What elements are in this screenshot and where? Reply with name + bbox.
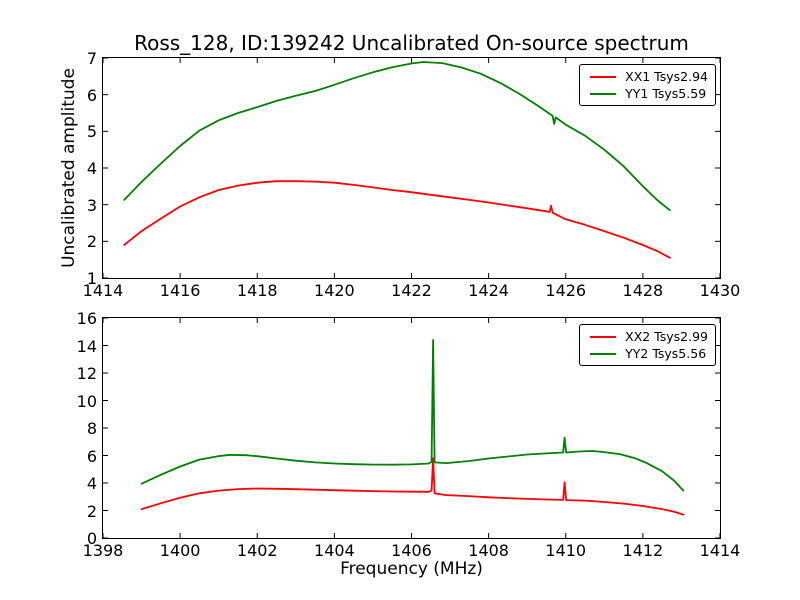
y-tick-label: 5 — [86, 122, 97, 142]
x-tick-label: 1404 — [314, 541, 355, 560]
y-tick-label: 7 — [86, 49, 97, 68]
x-tick-label: 1424 — [468, 281, 509, 300]
y-tick-label: 8 — [86, 419, 97, 438]
x-tick-label: 1408 — [468, 541, 509, 560]
x-tick-label: 1410 — [545, 541, 587, 560]
legend-line-sample — [590, 352, 617, 355]
legend-box: XX1 Tsys2.94 YY1 Tsys5.59 — [579, 64, 716, 106]
legend-line-sample — [590, 75, 617, 78]
x-tick-label: 1416 — [159, 281, 201, 300]
x-tick-label: 1406 — [391, 541, 432, 560]
y-tick-label: 6 — [86, 85, 97, 105]
x-tick-label: 1414 — [699, 541, 741, 560]
y-tick-label: 16 — [76, 309, 97, 328]
x-tick-label: 1414 — [82, 281, 124, 300]
legend-line-sample — [590, 335, 617, 338]
y-tick-label: 1 — [86, 269, 97, 288]
legend-entry-label: XX1 Tsys2.94 — [625, 69, 708, 84]
y-tick-label: 4 — [86, 474, 97, 493]
plot-canvas — [103, 318, 720, 538]
series-line-XX1 — [123, 180, 671, 259]
y-tick-label: 6 — [86, 446, 97, 466]
legend-line-sample — [590, 92, 617, 95]
legend-entry: YY2 Tsys5.56 — [582, 345, 708, 362]
x-tick-label: 1428 — [622, 281, 664, 300]
x-tick-label: 1426 — [545, 281, 587, 300]
series-line-XX2 — [140, 457, 685, 516]
y-tick-label: 4 — [86, 159, 97, 178]
x-tick-label: 1402 — [236, 541, 278, 560]
x-tick-label: 1422 — [391, 281, 432, 300]
x-tick-label: 1400 — [159, 541, 201, 560]
y-tick-label: 14 — [76, 336, 97, 356]
y-tick-label: 0 — [86, 529, 97, 548]
x-tick-label: 1430 — [699, 281, 741, 300]
x-tick-label: 1412 — [622, 541, 664, 560]
y-tick-label: 10 — [76, 391, 97, 411]
y-tick-label: 2 — [86, 232, 97, 252]
series-line-YY2 — [140, 339, 685, 492]
y-tick-label: 2 — [86, 501, 97, 521]
top-subplot-axes: XX1 Tsys2.94 YY1 Tsys5.59 — [102, 57, 721, 279]
x-tick-label: 1418 — [236, 281, 278, 300]
bottom-subplot-axes: XX2 Tsys2.99 YY2 Tsys5.56 — [102, 317, 721, 539]
chart-title: Ross_128, ID:139242 Uncalibrated On-sour… — [134, 31, 689, 55]
plot-canvas — [103, 58, 720, 278]
legend-entry-label: YY1 Tsys5.59 — [625, 86, 707, 101]
x-tick-label: 1420 — [314, 281, 355, 300]
x-axis-label: Frequency (MHz) — [340, 559, 483, 579]
legend-entry-label: YY2 Tsys5.56 — [625, 346, 707, 361]
legend-box: XX2 Tsys2.99 YY2 Tsys5.56 — [579, 324, 716, 366]
x-tick-label: 1398 — [82, 541, 124, 560]
legend-entry-label: XX2 Tsys2.99 — [625, 329, 708, 344]
legend-entry: XX1 Tsys2.94 — [582, 68, 708, 85]
legend-entry: YY1 Tsys5.59 — [582, 85, 708, 102]
y-tick-label: 12 — [76, 364, 97, 383]
y-tick-label: 3 — [86, 195, 97, 215]
series-line-YY1 — [123, 61, 671, 212]
legend-entry: XX2 Tsys2.99 — [582, 328, 708, 345]
